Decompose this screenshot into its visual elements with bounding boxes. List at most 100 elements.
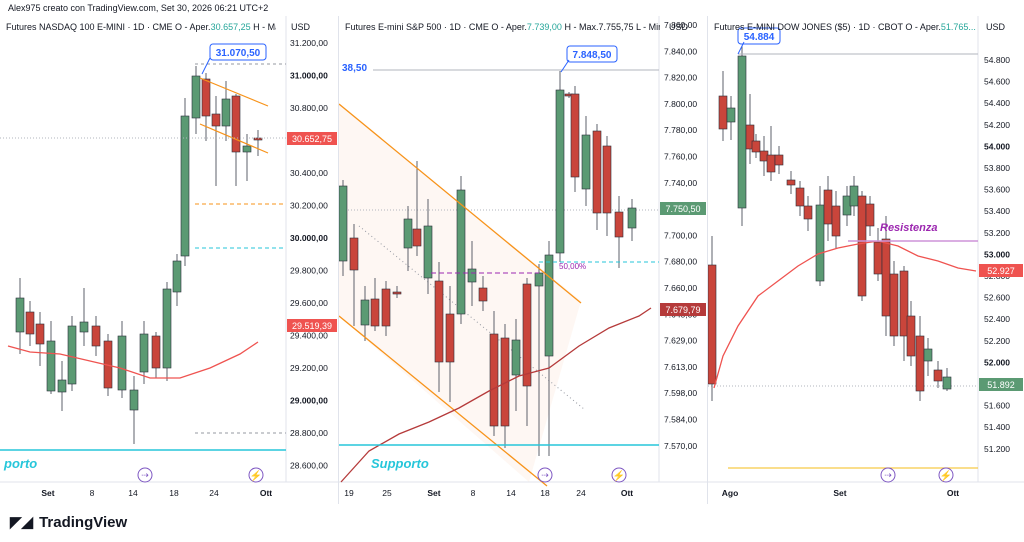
chart-panel-sp500[interactable]: Futures E-mini S&P 500 · 1D · CME O - Ap… (338, 16, 708, 504)
lightning-icon[interactable] (248, 467, 264, 483)
support-label: Supporto (371, 456, 429, 471)
price-tick: 7.629,00 (664, 336, 697, 346)
candle (253, 130, 263, 156)
price-tick: 51.400 (984, 422, 1010, 432)
date-tick: 19 (344, 488, 354, 498)
price-tick: 30.200,00 (290, 201, 328, 211)
high-callout[interactable] (737, 27, 781, 45)
svg-text:7.848,50: 7.848,50 (573, 50, 612, 61)
candle (873, 228, 883, 281)
price-tick: 29.800,00 (290, 266, 328, 276)
date-tick: 25 (382, 488, 392, 498)
candle (795, 181, 805, 216)
candle (718, 71, 728, 141)
date-tick: Ago (722, 488, 739, 498)
tradingview-logo[interactable]: ◤◢ TradingView (10, 513, 128, 532)
sp500-chart-canvas[interactable]: 7.860,00 7.840,00 7.820,00 7.800,00 7.780,00… (338, 16, 707, 504)
chart-panel-nasdaq[interactable]: Futures NASDAQ 100 E-MINI · 1D · CME O -… (0, 16, 339, 504)
time-axis[interactable]: Set 8 14 18 24 Ott (41, 488, 272, 498)
price-tick: 7.760,00 (664, 152, 697, 162)
price-tick: 31.200,00 (290, 38, 328, 48)
event-icon[interactable] (537, 467, 553, 483)
price-tick: 30.000,00 (290, 233, 328, 243)
candle (889, 261, 899, 346)
candles (15, 66, 263, 444)
price-tick: 53.600 (984, 185, 1010, 195)
candle (172, 254, 182, 306)
price-tick: 7.680,00 (664, 257, 697, 267)
nasdaq-chart-canvas[interactable]: 31.200,0031.000,0030.800,0030.600,0030.4… (0, 16, 338, 504)
svg-text:⇢: ⇢ (884, 470, 892, 480)
high-callout[interactable] (209, 43, 267, 61)
fib-dotted-line (358, 225, 585, 410)
candle (456, 176, 466, 324)
lightning-icon[interactable] (611, 467, 627, 483)
candle (544, 241, 554, 456)
left-price-tag (339, 60, 373, 75)
candle (906, 301, 916, 366)
candle (923, 338, 933, 376)
candle (434, 262, 444, 392)
svg-text:7.679,79: 7.679,79 (665, 305, 700, 315)
candle (349, 224, 359, 326)
svg-text:⚡: ⚡ (250, 469, 262, 482)
ma-price-label (660, 303, 706, 316)
candle (602, 136, 612, 236)
date-tick: 14 (128, 488, 138, 498)
event-icon[interactable] (137, 467, 153, 483)
price-tick: 53.200 (984, 228, 1010, 238)
last-price-label (287, 132, 337, 145)
date-tick: Ott (947, 488, 959, 498)
price-axis[interactable]: 31.200,0031.000,0030.800,0030.600,0030.4… (290, 38, 328, 471)
chart-credit: Alex975 creato con TradingView.com, Set … (8, 3, 269, 13)
candle (162, 282, 172, 381)
time-axis[interactable]: Ago Set Ott (722, 488, 960, 498)
date-tick: Set (833, 488, 846, 498)
last-price-label (660, 202, 706, 215)
price-axis[interactable]: 54.800 54.600 54.400 54.200 54.000 53.800 53.6… (984, 55, 1010, 454)
candle (915, 316, 925, 401)
price-tick: 53.800 (984, 163, 1010, 173)
svg-text:51.892: 51.892 (987, 380, 1015, 390)
price-axis[interactable]: 7.860,00 7.840,00 7.820,00 7.800,00 7.780,00… (664, 20, 697, 451)
candle (803, 196, 813, 231)
date-tick: Ott (260, 488, 272, 498)
lightning-icon[interactable] (938, 467, 954, 483)
date-tick: 18 (540, 488, 550, 498)
dow-chart-canvas[interactable]: 54.800 54.600 54.400 54.200 54.000 53.800 53.6… (707, 16, 1024, 504)
candle (221, 81, 231, 141)
candle (489, 311, 499, 436)
price-tick: 54.200 (984, 120, 1010, 130)
date-tick: Set (41, 488, 54, 498)
trend-channel-top (199, 77, 269, 107)
svg-text:29.519,39: 29.519,39 (292, 321, 332, 331)
candle (191, 66, 201, 134)
date-tick: 18 (169, 488, 179, 498)
price-tick: 28.600,00 (290, 461, 328, 471)
candle (117, 321, 127, 398)
svg-text:54.884: 54.884 (744, 32, 775, 43)
candle (942, 368, 952, 391)
price-tick: 31.000,00 (290, 71, 328, 81)
high-callout[interactable] (566, 45, 618, 63)
price-tick: 54.400 (984, 98, 1010, 108)
chart-panel-dow[interactable]: Futures E-MINI DOW JONES ($5) · 1D · CBO… (707, 16, 1024, 504)
date-tick: 24 (209, 488, 219, 498)
candle (865, 196, 875, 236)
currency-label: USD (986, 22, 1006, 32)
event-icon[interactable] (880, 467, 896, 483)
candle (857, 191, 867, 301)
candle (180, 98, 190, 266)
candle (555, 71, 565, 262)
candle (500, 324, 510, 448)
price-tick: 28.800,00 (290, 428, 328, 438)
time-axis[interactable]: 19 25 Set 8 14 18 24 Ott (344, 488, 633, 498)
candle (151, 332, 161, 378)
price-tick: 29.200,00 (290, 363, 328, 373)
price-tick: 29.400,00 (290, 331, 328, 341)
price-tick: 7.740,00 (664, 178, 697, 188)
candle (211, 96, 221, 186)
price-tick: 29.000,00 (290, 396, 328, 406)
brand-name: TradingView (39, 513, 128, 531)
last-price-label (979, 378, 1023, 391)
